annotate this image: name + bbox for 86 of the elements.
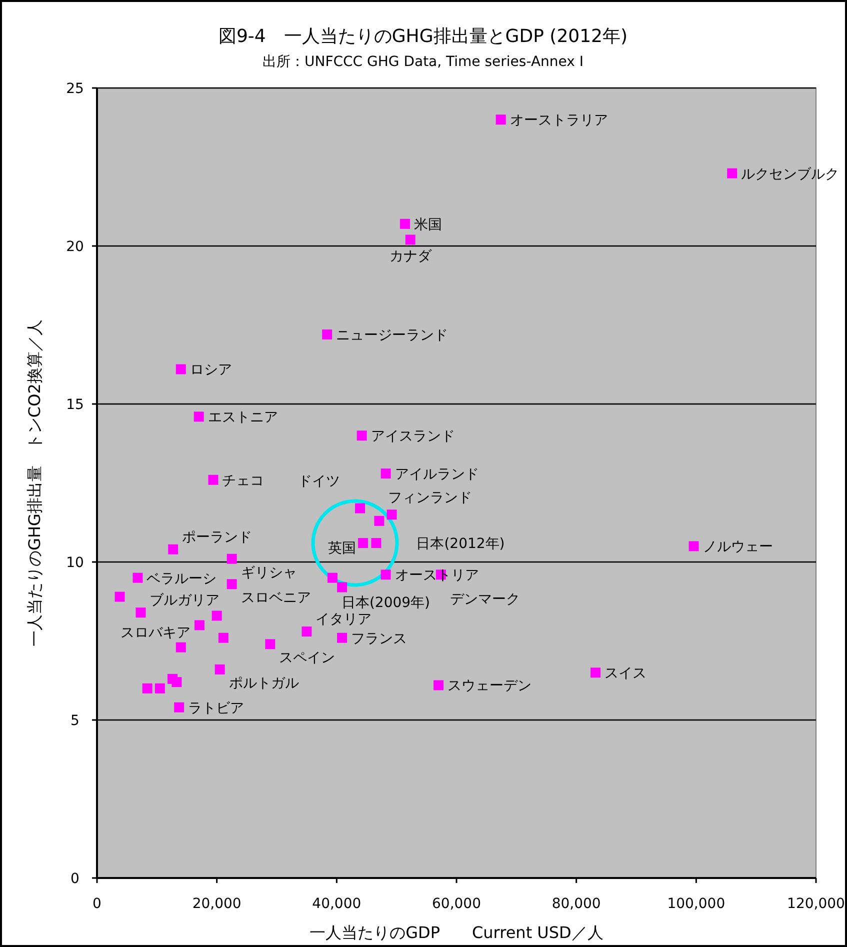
annotation: チェコ <box>222 472 264 489</box>
x-tick-label: 60,000 <box>432 896 481 912</box>
x-tick-label: 0 <box>92 896 102 912</box>
point <box>400 218 410 229</box>
point <box>590 668 601 678</box>
annotation: ドイツ <box>298 473 340 490</box>
y-tick-label: 10 <box>66 555 84 571</box>
annotation: 日本(2012年) <box>416 536 505 552</box>
point <box>727 168 738 178</box>
point <box>212 610 222 621</box>
annotation: フィンランド <box>388 490 472 506</box>
annotation: デンマーク <box>450 592 520 608</box>
point <box>322 329 332 340</box>
y-tick-label: 15 <box>66 397 84 413</box>
point <box>374 516 384 526</box>
annotation: ギリシャ <box>240 564 297 581</box>
point <box>214 664 225 674</box>
point <box>386 510 397 520</box>
point <box>434 680 444 690</box>
annotation: オーストラリア <box>510 112 608 129</box>
annotation: アイスランド <box>370 428 455 445</box>
point <box>226 579 237 590</box>
point <box>194 620 204 630</box>
annotation: ルクセンブルク <box>741 166 840 182</box>
annotation: ブルガリア <box>150 592 220 609</box>
x-tick-label: 20,000 <box>192 896 242 912</box>
point <box>380 570 391 580</box>
y-tick-label: 20 <box>66 239 84 255</box>
point <box>176 642 186 652</box>
point <box>194 412 204 422</box>
point <box>114 592 125 602</box>
annotation: ノルウェー <box>702 539 773 556</box>
point <box>337 582 348 592</box>
annotation: スロベニア <box>240 590 311 606</box>
point <box>337 632 348 643</box>
point <box>174 702 184 712</box>
point <box>405 234 416 245</box>
point <box>496 114 506 125</box>
point <box>327 572 338 583</box>
annotation: ニュージーランド <box>336 327 448 344</box>
y-tick-label: 25 <box>66 81 84 97</box>
point <box>688 541 699 552</box>
annotation: スロバキア <box>120 625 190 642</box>
annotation: 英国 <box>328 540 356 556</box>
annotation: ポルトガル <box>228 675 299 692</box>
point <box>358 538 368 548</box>
point <box>168 544 178 554</box>
annotation: ベラルーシ <box>146 570 217 587</box>
chart-title: 図9-4 一人当たりのGHG排出量とGDP (2012年) <box>218 26 628 47</box>
point <box>302 626 312 637</box>
annotation: フランス <box>351 630 408 647</box>
annotation: スペイン <box>279 650 336 666</box>
point <box>218 632 228 643</box>
y-tick-label: 0 <box>70 871 80 887</box>
x-tick-label: 100,000 <box>667 896 726 912</box>
annotation: ラトビア <box>188 700 244 716</box>
point <box>154 683 165 694</box>
chart-subtitle: 出所：UNFCCC GHG Data, Time series-Annex I <box>262 54 584 70</box>
point <box>356 430 367 441</box>
point <box>136 608 146 618</box>
annotation: エストニア <box>208 410 278 426</box>
point <box>132 572 143 583</box>
annotation: カナダ <box>389 248 432 265</box>
annotation: 米国 <box>414 216 442 233</box>
point <box>176 364 186 374</box>
point <box>142 683 152 694</box>
point <box>355 503 366 514</box>
point <box>371 538 382 548</box>
x-axis-title: 一人当たりのGDP Current USD／人 <box>310 923 604 942</box>
annotation: スイス <box>604 666 647 682</box>
point <box>172 677 182 688</box>
point <box>380 468 391 479</box>
y-tick-label: 5 <box>70 713 80 729</box>
y-axis-title: 一人当たりのGHG排出量 トンCO2換算／人 <box>25 320 44 646</box>
annotation: 日本(2009年) <box>341 594 430 611</box>
point <box>226 554 237 564</box>
point <box>208 474 218 485</box>
annotation: イタリア <box>316 612 372 628</box>
annotation: アイルランド <box>394 466 479 483</box>
x-tick-label: 80,000 <box>552 896 601 912</box>
point <box>265 639 276 650</box>
annotation: ポーランド <box>182 529 252 546</box>
annotation: ロシア <box>190 362 232 378</box>
x-tick-label: 120,000 <box>787 896 845 912</box>
annotation: スウェーデン <box>448 678 532 694</box>
x-tick-label: 40,000 <box>312 896 362 912</box>
